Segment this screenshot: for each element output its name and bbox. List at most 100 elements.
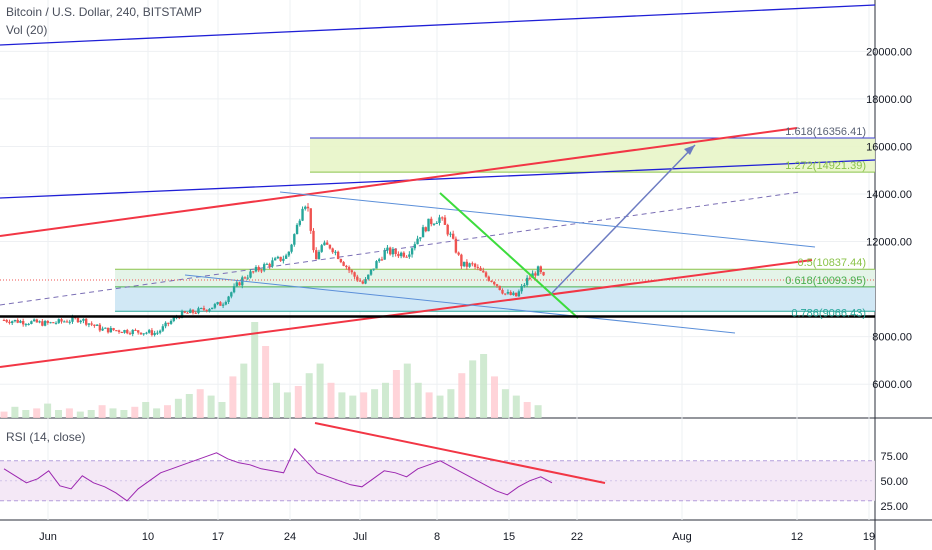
candle-body (457, 252, 460, 255)
volume-bar (185, 394, 193, 418)
candle-body (142, 333, 145, 335)
candle-body (465, 261, 469, 267)
candle-body (367, 274, 370, 280)
candle-body (183, 311, 186, 313)
candle-body (208, 309, 211, 312)
y-axis-tick-label: 18000.00 (866, 94, 912, 106)
candle-body (145, 332, 148, 334)
candle-body (227, 296, 230, 302)
candle-body (109, 328, 113, 333)
breakout-trendline (439, 192, 579, 319)
x-axis-tick-label: 24 (284, 531, 296, 543)
trend-line-top (0, 4, 876, 46)
candle-body (482, 270, 485, 273)
volume-bar (22, 410, 30, 418)
candle-body (180, 311, 184, 318)
candle-body (210, 307, 214, 310)
candle-body (262, 264, 266, 271)
candle-body (167, 322, 170, 324)
chart-title: Bitcoin / U.S. Dollar, 240, BITSTAMP (6, 5, 202, 19)
candle-body (353, 272, 356, 277)
candle-body (30, 321, 33, 324)
candle-body (334, 251, 337, 253)
candle-body (388, 247, 392, 255)
candle-body (539, 266, 543, 273)
candle-body (95, 324, 99, 326)
candle-body (501, 289, 504, 294)
candle-body (339, 258, 343, 263)
candle-body (484, 272, 488, 277)
x-axis-tick-label: Aug (672, 531, 692, 543)
candle-body (63, 321, 66, 323)
candle-body (134, 329, 137, 331)
rsi-legend: RSI (14, close) (6, 430, 86, 444)
candle-body (441, 217, 444, 219)
candle-body (172, 317, 176, 321)
volume-bar (229, 376, 237, 418)
volume-bar (436, 395, 444, 418)
volume-bar (382, 382, 389, 418)
candle-body (446, 224, 449, 235)
candle-body (199, 308, 203, 310)
candle-body (301, 208, 304, 221)
volume-bar (196, 389, 204, 418)
volume-bar (55, 410, 62, 418)
candle-body (356, 276, 359, 281)
candle-body (252, 271, 255, 273)
candle-body (32, 319, 36, 322)
candle-body (238, 282, 241, 286)
candle-body (347, 267, 351, 271)
candle-body (394, 249, 397, 254)
candle-body (369, 269, 373, 275)
candle-body (476, 266, 480, 268)
candle-body (71, 317, 74, 322)
candle-body (49, 322, 52, 324)
x-axis-tick-label: 10 (142, 531, 154, 543)
candle-body (169, 320, 173, 324)
channel-lower (0, 259, 813, 368)
candle-body (443, 217, 447, 225)
fib-label: 1.618(16356.41) (785, 126, 866, 138)
y-axis-tick-label: 8000.00 (872, 332, 912, 344)
fib-label: 1.272(14921.39) (785, 160, 866, 172)
candle-body (249, 271, 252, 278)
candle-body (358, 280, 362, 282)
candle-body (147, 330, 151, 333)
candle-body (19, 320, 22, 323)
x-axis-tick-label: 19 (863, 531, 875, 543)
candle-body (405, 256, 408, 258)
candle-body (479, 267, 482, 271)
candle-body (364, 279, 367, 284)
candle-body (438, 217, 441, 223)
candle-body (232, 286, 236, 293)
volume-bar (360, 392, 368, 418)
rsi-line (3, 447, 553, 502)
candle-body (345, 265, 348, 268)
candle-body (84, 318, 88, 325)
volume-bar (392, 370, 400, 418)
candle-body (397, 253, 400, 257)
volume-bar (240, 363, 248, 418)
candle-body (534, 273, 537, 276)
candle-body (276, 256, 280, 259)
volume-bar (523, 402, 531, 418)
candle-body (504, 293, 507, 295)
candle-body (271, 260, 274, 267)
volume-bar (273, 382, 280, 418)
candle-body (421, 227, 425, 238)
volume-bar (447, 389, 455, 418)
candle-body (315, 250, 318, 260)
candle-body (542, 272, 545, 276)
descending-channel-bottom (184, 274, 736, 334)
candle-body (449, 233, 452, 235)
volume-bar (305, 373, 313, 418)
candle-body (295, 224, 299, 235)
candle-body (517, 291, 521, 297)
volume-bar (218, 402, 226, 418)
candle-body (279, 256, 282, 261)
candle-body (372, 268, 375, 270)
candle-body (205, 309, 208, 312)
rsi-tick-label: 75.00 (880, 451, 908, 463)
candle-body (336, 251, 340, 259)
